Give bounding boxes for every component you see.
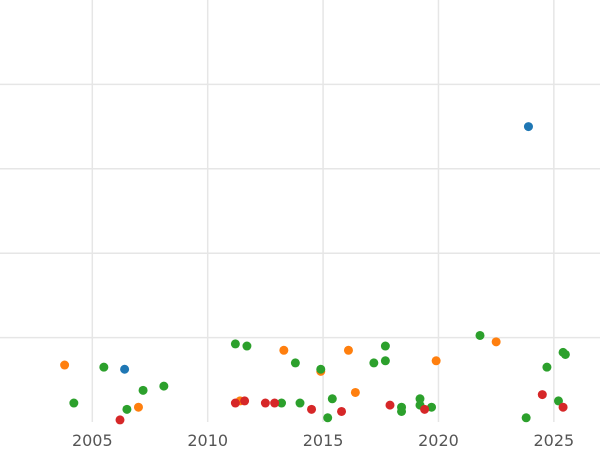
data-point (115, 415, 125, 425)
data-point (138, 385, 148, 395)
data-point (385, 400, 395, 410)
data-point (327, 394, 337, 404)
data-point (323, 413, 333, 423)
data-point (523, 122, 533, 132)
data-point (122, 404, 132, 414)
data-point (277, 398, 287, 408)
x-axis-ticks: 2005 2010 2015 2020 2025 (72, 431, 574, 450)
data-point (133, 402, 143, 412)
data-point (369, 358, 379, 368)
data-point (553, 396, 563, 406)
data-point (431, 356, 441, 366)
data-point (558, 402, 568, 412)
x-tick-label: 2020 (418, 431, 459, 450)
data-point (260, 398, 270, 408)
data-point (242, 341, 252, 351)
data-point (120, 364, 130, 374)
data-point (415, 394, 425, 404)
data-point (560, 349, 570, 359)
data-point (380, 356, 390, 366)
data-point (230, 398, 240, 408)
data-point (542, 362, 552, 372)
data-point (159, 381, 169, 391)
x-tick-label: 2005 (72, 431, 113, 450)
data-point (491, 337, 501, 347)
data-point (521, 413, 531, 423)
data-point (427, 402, 437, 412)
data-point (420, 404, 430, 414)
data-point (343, 345, 353, 355)
data-point (230, 339, 240, 349)
data-point (397, 406, 407, 416)
data-point (270, 398, 280, 408)
data-point (69, 398, 79, 408)
data-point (337, 406, 347, 416)
data-point (537, 390, 547, 400)
data-point (307, 404, 317, 414)
data-point (290, 358, 300, 368)
data-point (295, 398, 305, 408)
data-point (475, 330, 485, 340)
data-point (240, 396, 250, 406)
x-tick-label: 2025 (533, 431, 574, 450)
grid (0, 0, 600, 422)
x-tick-label: 2015 (303, 431, 344, 450)
data-point (279, 345, 289, 355)
data-point (316, 364, 326, 374)
data-point (350, 387, 360, 397)
data-point (99, 362, 109, 372)
data-point (380, 341, 390, 351)
data-point (60, 360, 70, 370)
x-tick-label: 2010 (187, 431, 228, 450)
data-points (60, 122, 570, 425)
